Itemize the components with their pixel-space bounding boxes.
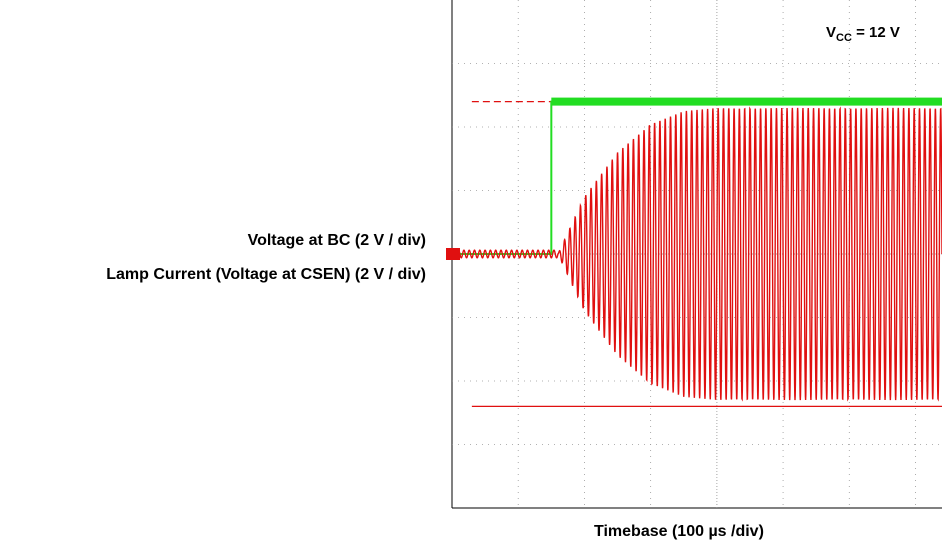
scope-traces <box>446 97 942 407</box>
bc-voltage-trace-band <box>551 97 942 106</box>
lamp-current-trace <box>451 106 942 402</box>
channel-marker <box>446 248 460 260</box>
channel-bc-label: Voltage at BC (2 V / div) <box>247 232 426 249</box>
timebase-label: Timebase (100 µs /div) <box>594 523 764 540</box>
channel-lamp-current-label: Lamp Current (Voltage at CSEN) (2 V / di… <box>106 266 426 283</box>
vcc-annotation: VCC = 12 V <box>826 24 900 44</box>
